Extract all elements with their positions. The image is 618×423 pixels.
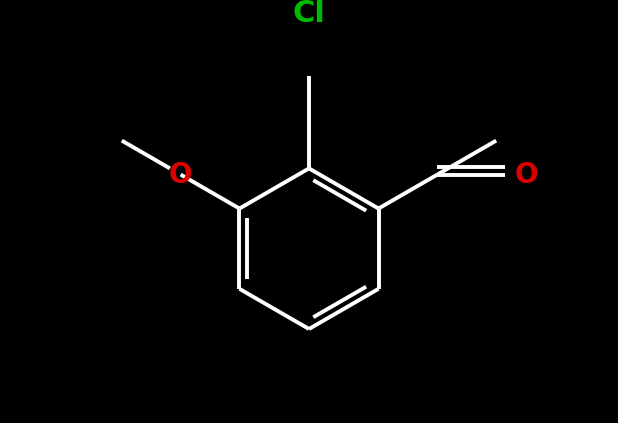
- Text: O: O: [515, 161, 538, 189]
- Text: O: O: [169, 161, 192, 189]
- Text: Cl: Cl: [292, 0, 326, 27]
